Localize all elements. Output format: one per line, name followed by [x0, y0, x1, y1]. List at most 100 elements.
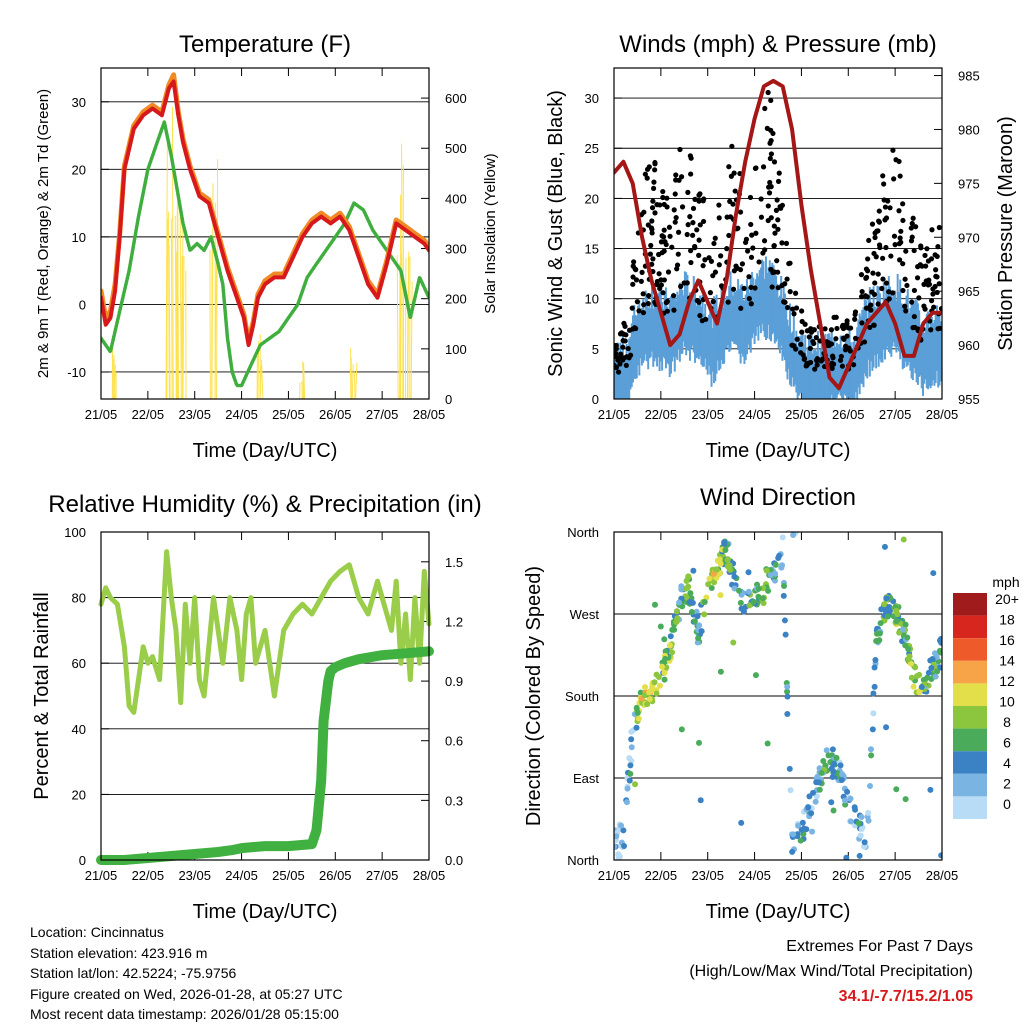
direction-point	[669, 649, 675, 655]
gust-point	[928, 327, 933, 332]
colorbar-label: 18	[999, 612, 1015, 628]
gust-point	[646, 293, 651, 298]
direction-point	[806, 793, 812, 799]
gust-point	[749, 301, 754, 306]
gust-point	[713, 236, 718, 241]
gust-point	[898, 173, 903, 178]
gust-point	[697, 191, 702, 196]
gust-point	[909, 300, 914, 305]
gust-point	[852, 312, 857, 317]
y-tick-label: 20	[585, 191, 599, 206]
direction-point	[919, 684, 925, 690]
gust-point	[880, 173, 885, 178]
gust-point	[937, 281, 942, 286]
direction-point	[725, 557, 731, 563]
direction-point	[852, 807, 858, 813]
x-tick-label: 27/05	[366, 868, 399, 883]
direction-point	[883, 595, 889, 601]
direction-point	[927, 787, 933, 793]
direction-point	[667, 642, 673, 648]
gust-point	[897, 241, 902, 246]
gust-point	[766, 185, 771, 190]
gust-point	[910, 221, 915, 226]
gust-point	[811, 327, 816, 332]
colorbar-swatch	[953, 729, 987, 752]
gust-point	[902, 304, 907, 309]
plot-frame	[101, 68, 429, 399]
direction-point	[781, 593, 787, 599]
solar-insolation-spike	[352, 364, 353, 399]
gust-point	[839, 354, 844, 359]
gust-point	[781, 299, 786, 304]
colorbar-label: 0	[1003, 796, 1011, 812]
gust-point	[916, 295, 921, 300]
gust-point	[870, 271, 875, 276]
direction-point	[738, 820, 744, 826]
direction-point	[938, 852, 944, 858]
direction-point	[877, 631, 883, 637]
gust-point	[709, 259, 714, 264]
gust-point	[759, 215, 764, 220]
gust-point	[770, 284, 775, 289]
gust-point	[829, 327, 834, 332]
y-tick-label: 60	[72, 656, 86, 671]
gust-point	[649, 218, 654, 223]
gust-point	[635, 299, 640, 304]
solar-insolation-spike	[217, 159, 218, 399]
gust-point	[649, 227, 654, 232]
gust-point	[866, 238, 871, 243]
gust-point	[789, 343, 794, 348]
direction-point	[736, 588, 742, 594]
gust-point	[808, 346, 813, 351]
gust-point	[912, 248, 917, 253]
gust-point	[869, 289, 874, 294]
direction-point	[674, 615, 680, 621]
gust-point	[772, 159, 777, 164]
direction-point	[624, 799, 630, 805]
gust-point	[748, 222, 753, 227]
gust-point	[865, 256, 870, 261]
gust-point	[924, 246, 929, 251]
gust-point	[626, 346, 631, 351]
x-tick-label: 25/05	[272, 868, 305, 883]
y2-tick-label: 200	[445, 292, 467, 307]
direction-point	[844, 789, 850, 795]
gust-point	[639, 279, 644, 284]
gust-point	[673, 172, 678, 177]
direction-point	[780, 534, 786, 540]
gust-point	[630, 282, 635, 287]
direction-point	[721, 541, 727, 547]
colorbar-title: mph	[992, 574, 1019, 590]
gust-point	[616, 369, 621, 374]
gust-point	[786, 261, 791, 266]
direction-point	[753, 672, 759, 678]
direction-point	[628, 736, 634, 742]
direction-point	[654, 691, 660, 697]
direction-point	[784, 694, 790, 700]
direction-point	[783, 632, 789, 638]
direction-point	[678, 583, 684, 589]
gust-point	[784, 276, 789, 281]
gust-point	[651, 186, 656, 191]
gust-point	[659, 239, 664, 244]
x-tick-label: 23/05	[691, 407, 724, 422]
gust-point	[793, 291, 798, 296]
direction-point	[867, 783, 873, 789]
direction-point	[772, 571, 778, 577]
direction-point	[674, 608, 680, 614]
latlon-text: Station lat/lon: 42.5224; -75.9756	[30, 963, 343, 984]
x-tick-label: 26/05	[319, 868, 352, 883]
gust-point	[665, 299, 670, 304]
y2-tick-label: 965	[958, 284, 980, 299]
x-tick-label: 28/05	[926, 407, 959, 422]
solar-insolation-spike	[212, 239, 213, 399]
y-tick-label: 30	[585, 91, 599, 106]
gust-point	[880, 276, 885, 281]
y2-tick-label: 300	[445, 242, 467, 257]
gust-point	[909, 238, 914, 243]
gust-point	[933, 267, 938, 272]
gust-point	[711, 241, 716, 246]
direction-point	[868, 752, 874, 758]
y2-tick-label: 970	[958, 230, 980, 245]
gust-point	[795, 337, 800, 342]
